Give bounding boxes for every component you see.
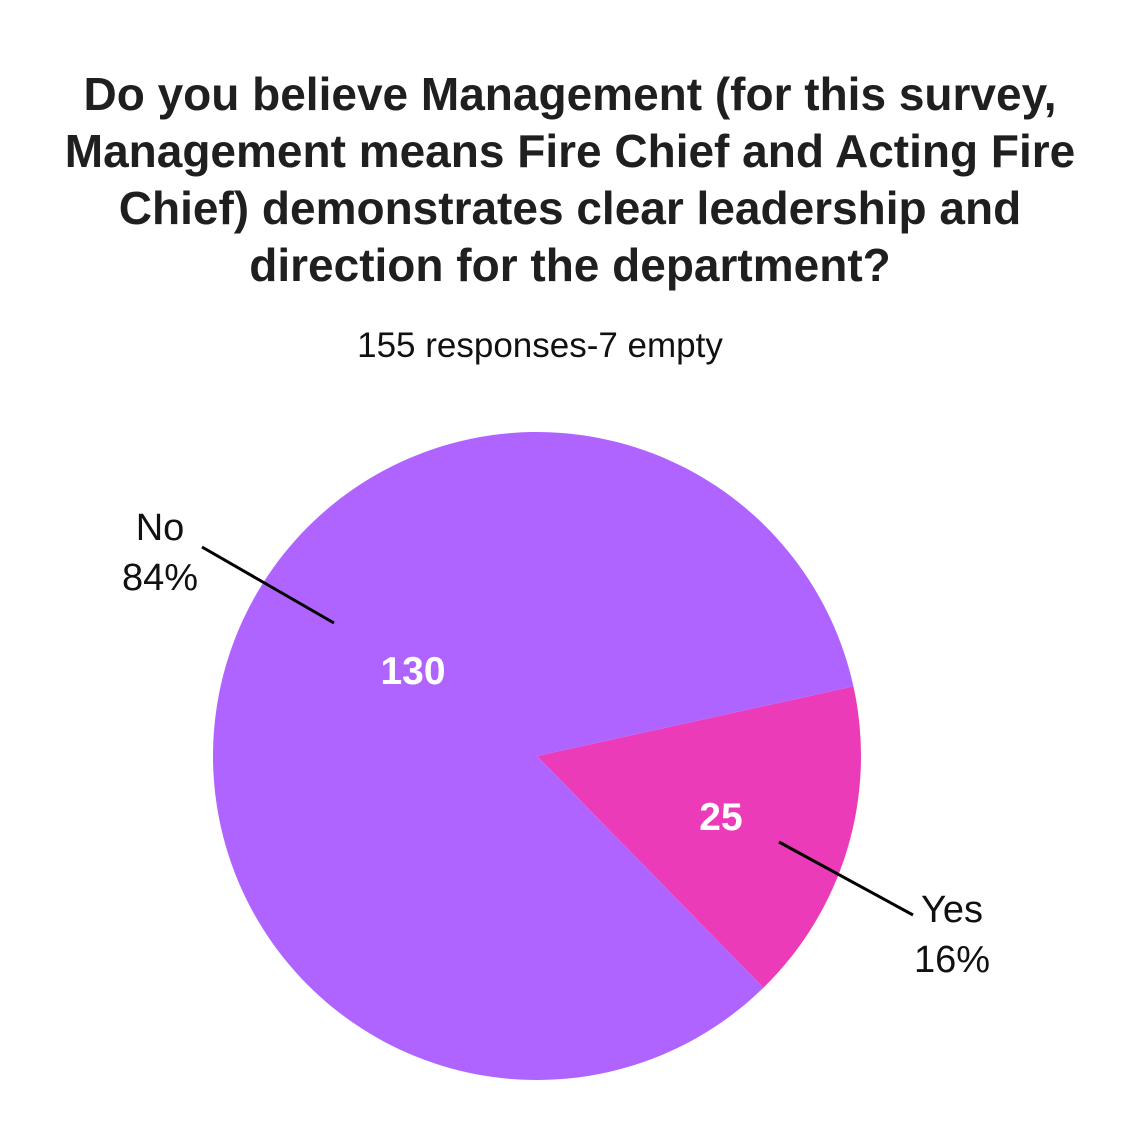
slice-percent-yes: 16% [914, 939, 990, 981]
slice-value-no: 130 [380, 650, 445, 693]
slice-label-yes: Yes [921, 889, 983, 931]
chart-title: Do you believe Management (for this surv… [64, 68, 1076, 291]
leader-line-yes [778, 840, 914, 917]
slice-percent-no: 84% [122, 557, 198, 599]
chart-subtitle: 155 responses-7 empty [357, 326, 723, 365]
pie-slice-no [213, 431, 854, 1080]
slice-value-yes: 25 [699, 796, 742, 839]
pie-slice-yes [537, 686, 861, 988]
slice-label-no: No [136, 507, 185, 549]
leader-line-no [201, 545, 335, 625]
